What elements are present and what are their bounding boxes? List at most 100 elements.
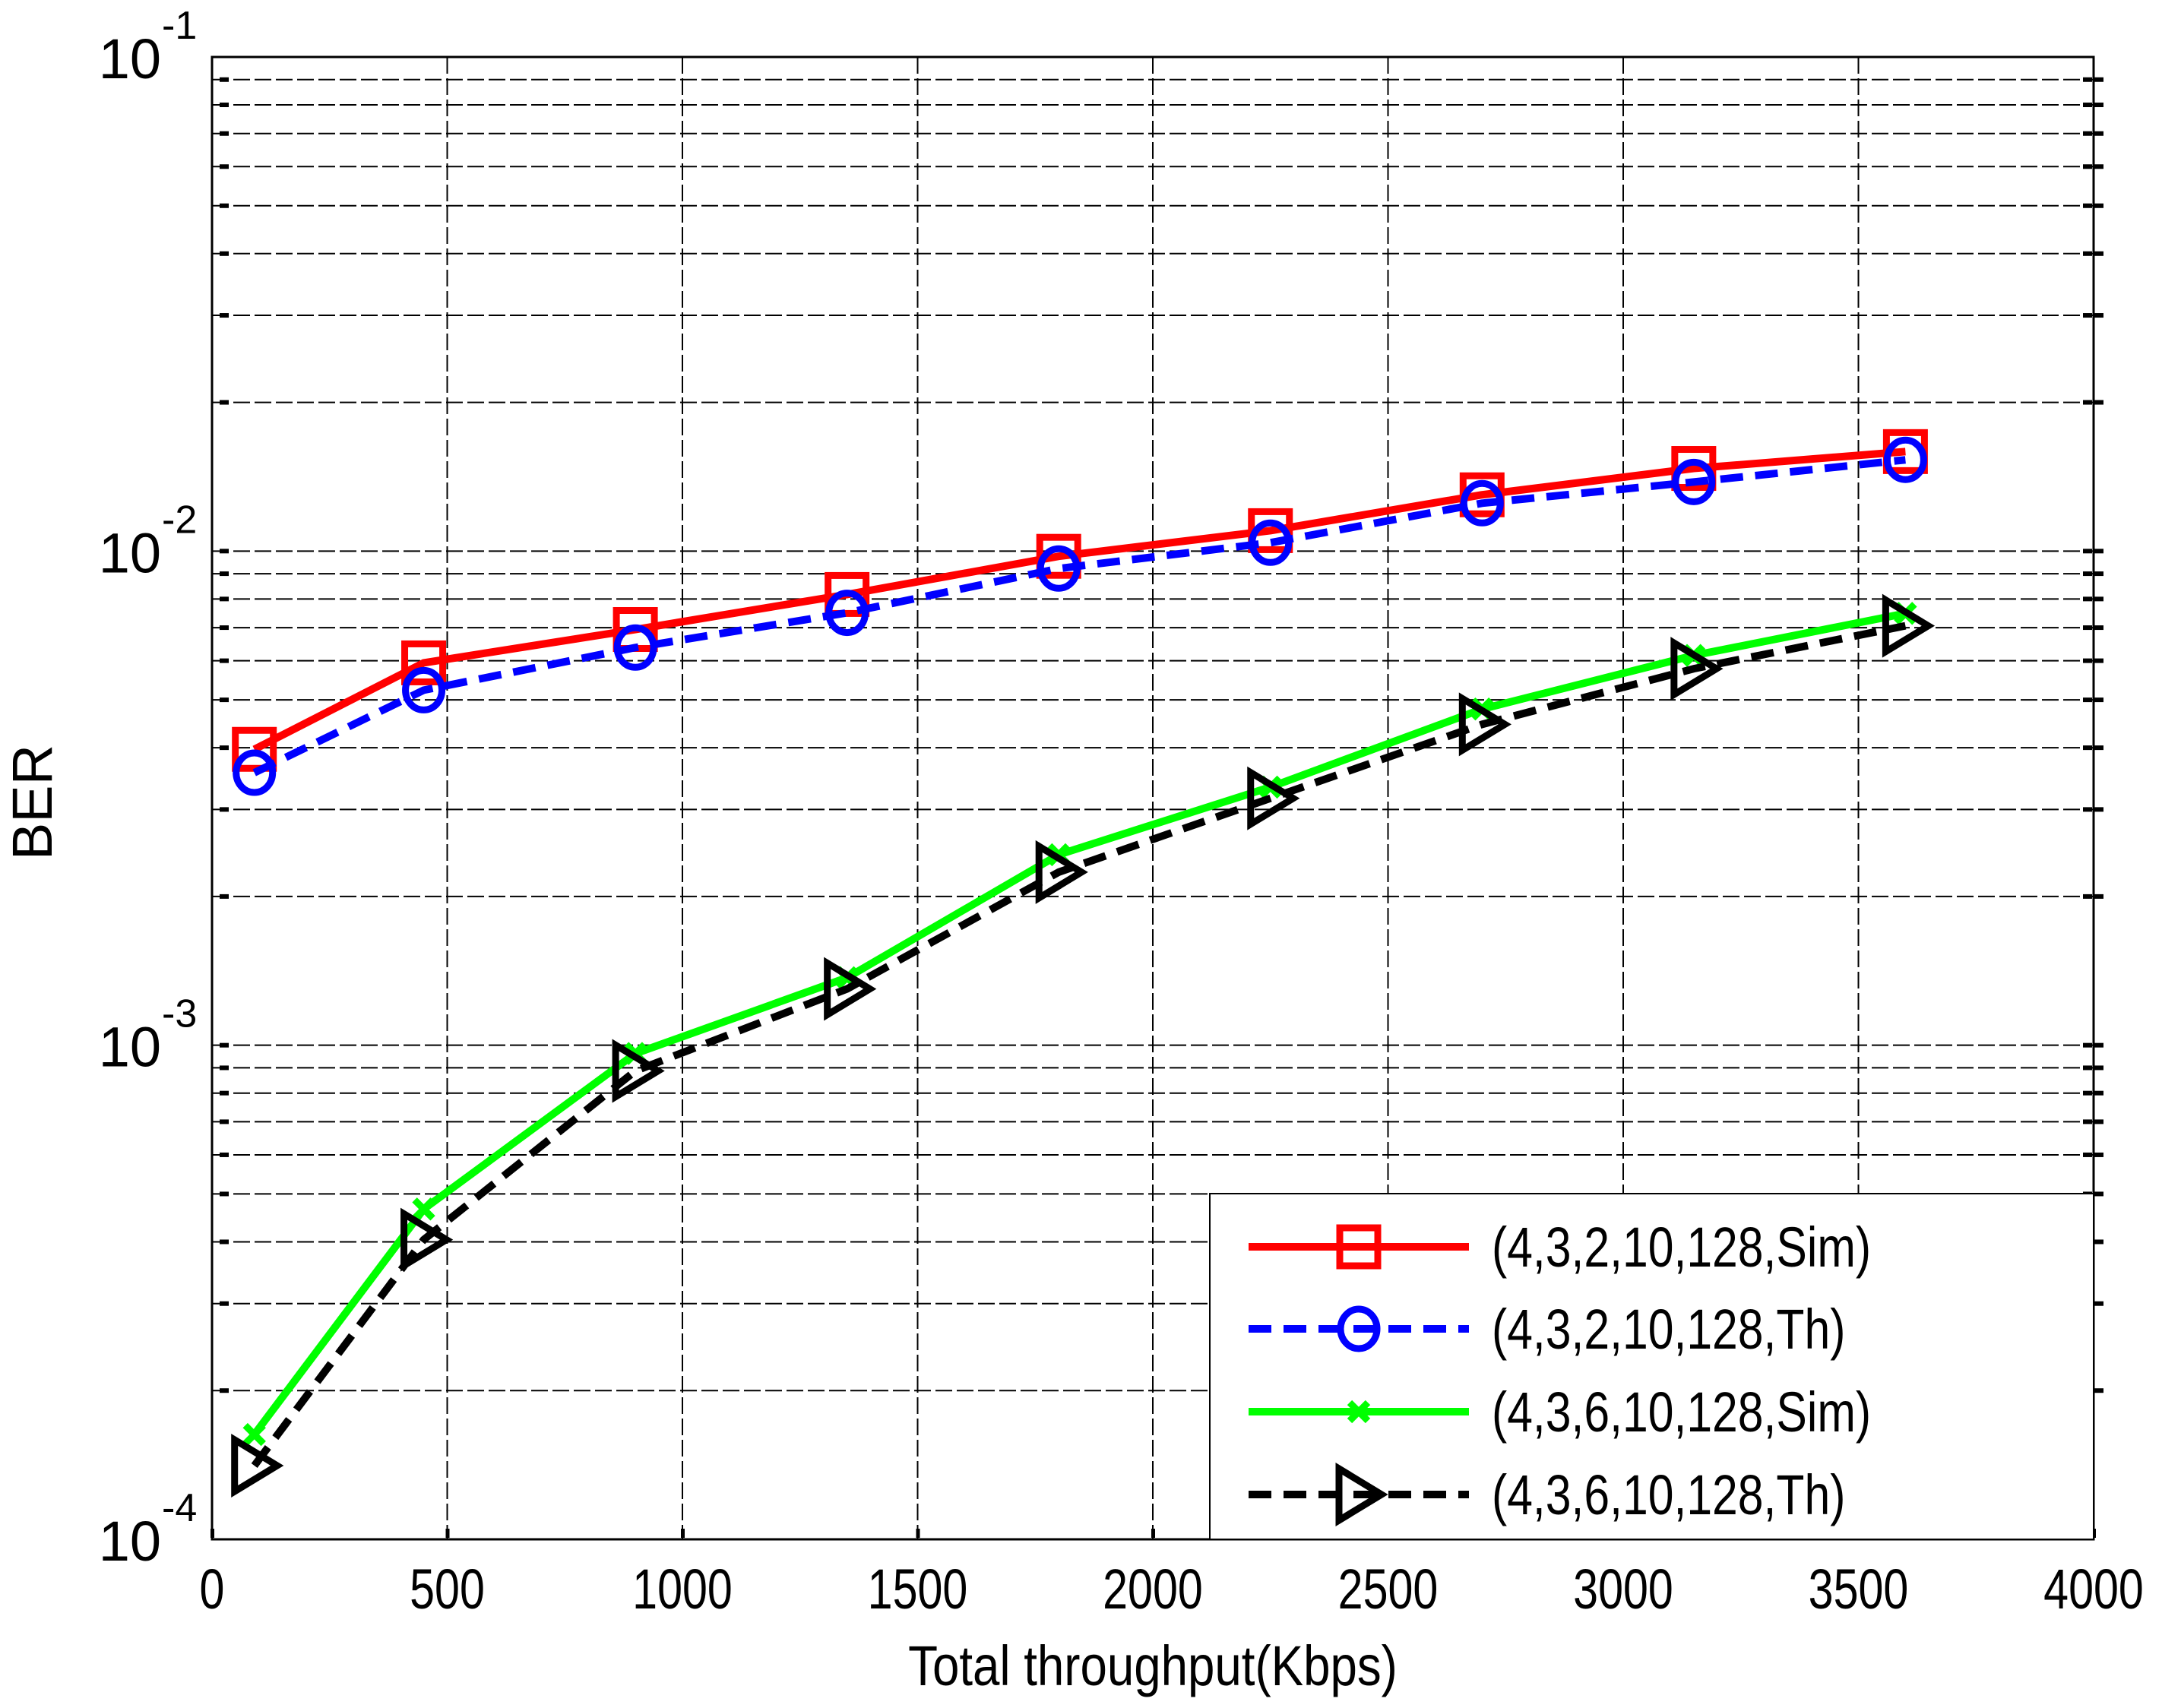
y-tick-label-exponent: -2 — [162, 498, 197, 542]
y-tick-mark-right — [2083, 807, 2092, 812]
y-tick-mark — [220, 1042, 229, 1048]
grid-lines — [212, 57, 2094, 1539]
y-tick-label-base: 10 — [99, 1510, 161, 1573]
x-tick-mark — [1151, 1529, 1155, 1538]
legend-item-1: (4,3,2,10,128,Sim) — [1249, 1216, 1871, 1279]
y-tick-mark-right — [2083, 164, 2092, 169]
legend-label: (4,3,2,10,128,Sim) — [1492, 1216, 1871, 1279]
legend-item-2: (4,3,2,10,128,Th) — [1249, 1298, 1845, 1361]
y-tick-mark — [220, 313, 229, 318]
series-2 — [233, 436, 1927, 796]
square-marker — [825, 571, 870, 617]
square-marker — [232, 726, 277, 772]
series-4 — [231, 593, 1936, 1498]
series-line — [252, 448, 1906, 753]
x-marker — [242, 1422, 266, 1447]
y-tick-mark-outer — [2094, 131, 2103, 136]
y-tick-mark-right — [2083, 400, 2092, 405]
y-tick-mark-right — [2083, 77, 2092, 82]
y-tick-mark — [220, 400, 229, 405]
y-tick-mark-right — [2083, 131, 2092, 136]
triangle-right-marker — [824, 957, 877, 1021]
y-tick-mark-right — [2083, 625, 2092, 631]
triangle-right-marker — [612, 1039, 665, 1103]
series-line — [251, 622, 1907, 1468]
y-tick-mark-right — [2083, 203, 2092, 208]
circle-marker — [233, 749, 277, 796]
y-tick-mark-outer — [2094, 625, 2103, 631]
y-tick-mark-outer — [2094, 1191, 2103, 1197]
y-tick-mark — [220, 1301, 229, 1306]
legend-label: (4,3,6,10,128,Sim) — [1492, 1381, 1871, 1444]
triangle-right-marker — [231, 1433, 284, 1498]
y-tick-mark — [220, 1239, 229, 1245]
x-marker — [412, 1197, 435, 1221]
y-tick-mark-outer — [2094, 1301, 2103, 1306]
tick-labels: 0 500 1000 1500 2000 2500 3000 3500 400010-110-2… — [99, 4, 2144, 1621]
legend-label: (4,3,6,10,128,Th) — [1492, 1464, 1845, 1526]
y-tick-mark-right — [2083, 103, 2092, 108]
y-tick-label-base: 10 — [99, 521, 161, 584]
y-tick-label-exponent: -3 — [162, 992, 197, 1036]
y-tick-mark-outer — [2094, 313, 2103, 318]
x-tick-label: 500 — [410, 1558, 485, 1621]
y-tick-mark — [220, 164, 229, 169]
circle-marker — [613, 624, 657, 671]
circle-marker — [1883, 436, 1927, 483]
y-tick-mark-right — [2083, 313, 2092, 318]
circle-marker — [1249, 519, 1293, 566]
y-tick-mark-outer — [2094, 745, 2103, 751]
triangle-right-marker — [1335, 1463, 1388, 1526]
y-tick-mark — [220, 894, 229, 899]
y-tick-mark-right — [2083, 697, 2092, 703]
data-series — [231, 429, 1936, 1498]
y-tick-mark — [220, 745, 229, 751]
y-tick-mark-outer — [2094, 1065, 2103, 1071]
y-tick-mark-outer — [2094, 400, 2103, 405]
y-tick-mark-outer — [2094, 596, 2103, 602]
y-tick-mark-outer — [2094, 571, 2103, 577]
legend-item-4: (4,3,6,10,128,Th) — [1249, 1463, 1845, 1526]
x-tick-mark — [211, 1529, 214, 1538]
y-tick-mark-outer — [2094, 697, 2103, 703]
x-tick-label: 0 — [200, 1558, 225, 1621]
triangle-right-marker — [1670, 637, 1724, 701]
square-marker — [1336, 1224, 1382, 1270]
y-tick-mark-right — [2083, 894, 2092, 899]
y-tick-mark — [220, 1119, 229, 1124]
legend: (4,3,2,10,128,Sim) (4,3,2,10,128,Th) (4,3,… — [1209, 1193, 2094, 1540]
y-tick-mark-right — [2083, 745, 2092, 751]
circle-marker — [1337, 1305, 1381, 1352]
y-tick-mark-outer — [2094, 807, 2103, 812]
y-tick-mark-outer — [2094, 1090, 2103, 1096]
legend-label: (4,3,2,10,128,Th) — [1492, 1298, 1845, 1361]
x-tick-mark — [445, 1529, 450, 1538]
y-tick-mark-outer — [2094, 894, 2103, 899]
circle-marker — [825, 590, 869, 637]
y-tick-mark-right — [2083, 1090, 2092, 1096]
y-tick-mark-right — [2083, 1152, 2092, 1157]
y-tick-mark-outer — [2094, 549, 2103, 554]
y-tick-mark-outer — [2094, 203, 2103, 208]
y-tick-mark-outer — [2094, 658, 2103, 663]
y-tick-label-exponent: -4 — [162, 1486, 197, 1530]
x-tick-label: 4000 — [2043, 1558, 2144, 1621]
x-tick-label: 1000 — [632, 1558, 733, 1621]
square-marker — [1671, 446, 1717, 492]
square-marker — [1248, 508, 1293, 553]
axes — [211, 55, 2103, 1541]
x-marker-stroke — [1347, 1400, 1371, 1424]
x-tick-mark — [916, 1529, 920, 1538]
y-tick-mark — [220, 77, 229, 82]
y-tick-mark-right — [2083, 1042, 2092, 1048]
x-marker-stroke — [242, 1422, 266, 1447]
triangle-right-marker — [400, 1207, 454, 1272]
triangle-right-marker — [1247, 766, 1300, 830]
x-tick-label: 1500 — [868, 1558, 968, 1621]
y-tick-mark-outer — [2094, 1388, 2103, 1393]
y-tick-mark-outer — [2094, 251, 2103, 256]
y-tick-mark — [220, 1152, 229, 1157]
y-tick-mark-outer — [2094, 164, 2103, 169]
y-tick-mark-outer — [2094, 1152, 2103, 1157]
